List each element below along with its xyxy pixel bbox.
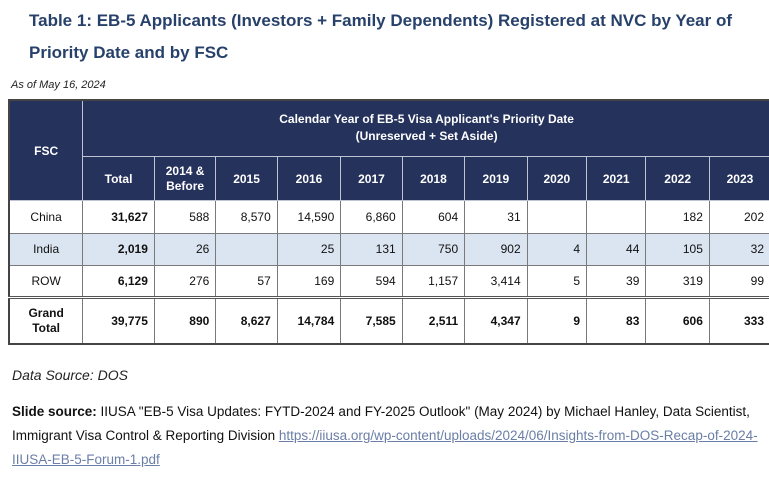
table-cell: 333	[708, 296, 769, 345]
slide-source-label: Slide source:	[12, 404, 97, 419]
table-cell: 604	[401, 200, 466, 234]
table-cell: 1,157	[401, 264, 466, 299]
table-cell: 31	[464, 200, 528, 234]
table-row: China 31,627 588 8,570 14,590 6,860 604 …	[8, 200, 769, 234]
table-cell: 606	[645, 296, 710, 345]
data-table: FSC Calendar Year of EB-5 Visa Applicant…	[8, 99, 769, 345]
column-header: 2021	[586, 155, 647, 202]
table-row: India 2,019 26 25 131 750 902 4 44 105 3…	[8, 232, 769, 266]
table-cell: 57	[215, 264, 278, 299]
table-cell: 99	[708, 264, 769, 299]
row-label: China	[8, 200, 84, 234]
table-cell: 7,585	[340, 296, 403, 345]
super-header-line2: (Unreserved + Set Aside)	[355, 129, 498, 144]
table-cell: 8,627	[215, 296, 278, 345]
row-label: India	[8, 232, 84, 266]
table-cell: 3,414	[464, 264, 528, 299]
table-cell: 83	[586, 296, 647, 345]
table-cell	[586, 200, 647, 234]
slide-source-link[interactable]: https://iiusa.org/wp-content/uploads/202…	[12, 428, 758, 467]
table-cell: 6,860	[340, 200, 403, 234]
table-cell: 182	[645, 200, 710, 234]
table-cell: 25	[276, 232, 342, 266]
table-cell: 32	[708, 232, 769, 266]
table-cell: 39,775	[82, 296, 155, 345]
slide-source-text: IIUSA "EB-5 Visa Updates: FYTD-2024 and …	[12, 404, 750, 443]
table-cell: 2,511	[401, 296, 466, 345]
column-header: 2015	[215, 155, 278, 202]
column-header: 2017	[340, 155, 403, 202]
table-cell: 44	[586, 232, 647, 266]
table-cell: 9	[526, 296, 588, 345]
table-cell: 4	[526, 232, 588, 266]
table-cell: 588	[153, 200, 217, 234]
table-cell	[215, 232, 278, 266]
table-cell: 39	[586, 264, 647, 299]
table-cell: 2,019	[82, 232, 155, 266]
table-cell: 8,570	[215, 200, 278, 234]
slide-source-paragraph: Slide source: IIUSA "EB-5 Visa Updates: …	[12, 400, 762, 472]
table-cell: 105	[645, 232, 710, 266]
column-header: Total	[82, 155, 155, 202]
table-cell: 31,627	[82, 200, 155, 234]
row-label: ROW	[8, 264, 84, 299]
table-cell	[526, 200, 588, 234]
table-cell: 202	[708, 200, 769, 234]
column-header: 2020	[526, 155, 588, 202]
table-cell: 276	[153, 264, 217, 299]
table-cell: 169	[276, 264, 342, 299]
data-source-note: Data Source: DOS	[12, 367, 128, 383]
column-header: 2022	[645, 155, 710, 202]
table-cell: 4,347	[464, 296, 528, 345]
column-header: 2023	[708, 155, 769, 202]
column-header: 2019	[464, 155, 528, 202]
table-cell: 890	[153, 296, 217, 345]
column-header: 2014 & Before	[153, 155, 217, 202]
table-cell: 594	[340, 264, 403, 299]
fsc-header: FSC	[8, 99, 84, 202]
super-header-line1: Calendar Year of EB-5 Visa Applicant's P…	[279, 112, 574, 127]
column-header: 2016	[276, 155, 342, 202]
row-label: Grand Total	[8, 296, 84, 345]
page-title: Table 1: EB-5 Applicants (Investors + Fa…	[29, 11, 733, 62]
table-cell: 6,129	[82, 264, 155, 299]
table-cell: 902	[464, 232, 528, 266]
table-cell: 5	[526, 264, 588, 299]
table-cell: 14,784	[276, 296, 342, 345]
table-row: ROW 6,129 276 57 169 594 1,157 3,414 5 3…	[8, 264, 769, 299]
column-header: 2018	[401, 155, 466, 202]
priority-date-super-header: Calendar Year of EB-5 Visa Applicant's P…	[82, 99, 769, 157]
table-cell: 131	[340, 232, 403, 266]
as-of-date: As of May 16, 2024	[11, 79, 106, 91]
table-cell: 319	[645, 264, 710, 299]
table-cell: 14,590	[276, 200, 342, 234]
table-cell: 750	[401, 232, 466, 266]
table-cell: 26	[153, 232, 217, 266]
grand-total-row: Grand Total 39,775 890 8,627 14,784 7,58…	[8, 296, 769, 345]
